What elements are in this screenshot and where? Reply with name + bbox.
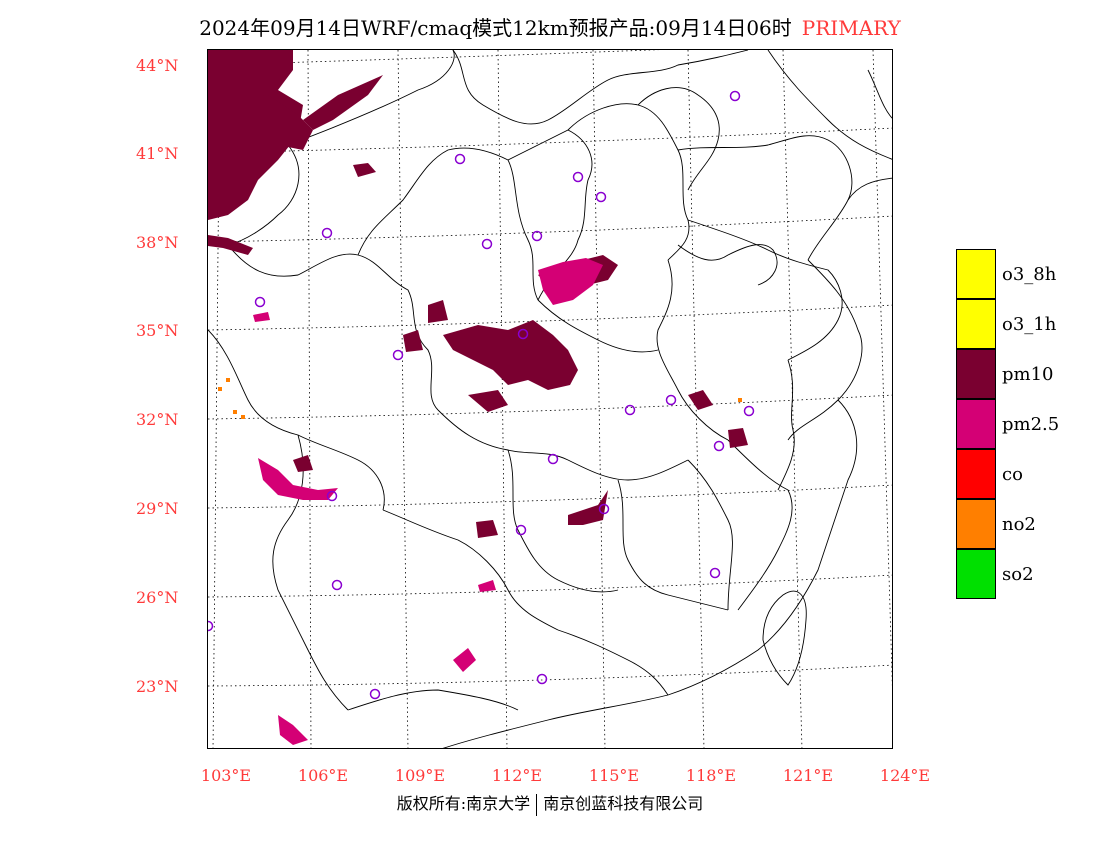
lon-label-124: 124°E — [879, 766, 931, 785]
legend-swatch-pm10 — [956, 349, 996, 399]
lat-label-38: 38°N — [136, 233, 179, 252]
lat-label-29: 29°N — [136, 499, 179, 518]
lat-label-32: 32°N — [136, 410, 179, 429]
station-markers — [208, 90, 755, 700]
legend-swatch-so2 — [956, 549, 996, 599]
legend-label-pm25: pm2.5 — [1002, 414, 1060, 435]
primary-tag: PRIMARY — [801, 16, 901, 40]
lon-label-103: 103°E — [200, 766, 252, 785]
legend-label-o3-8h: o3_8h — [1002, 264, 1057, 285]
legend-label-no2: no2 — [1002, 514, 1036, 535]
lon-label-121: 121°E — [782, 766, 834, 785]
legend-label-so2: so2 — [1002, 564, 1034, 585]
lon-label-115: 115°E — [588, 766, 640, 785]
lon-label-118: 118°E — [685, 766, 737, 785]
forecast-map — [207, 49, 893, 749]
legend-label-pm10: pm10 — [1002, 364, 1054, 385]
copyright-footer: 版权所有:南京大学 南京创蓝科技有限公司 — [0, 790, 1100, 816]
title-text: 2024年09月14日WRF/cmaq模式12km预报产品:09月14日06时 — [199, 16, 792, 40]
lon-label-112: 112°E — [491, 766, 543, 785]
legend-swatch-o3-8h — [956, 249, 996, 299]
legend-label-o3-1h: o3_1h — [1002, 314, 1057, 335]
graticule — [208, 50, 892, 748]
map-title: 2024年09月14日WRF/cmaq模式12km预报产品:09月14日06时 P… — [0, 12, 1100, 41]
copyright-right: 南京创蓝科技有限公司 — [543, 794, 704, 813]
lat-label-44: 44°N — [136, 56, 179, 75]
no2-areas — [218, 378, 742, 419]
pm10-areas — [208, 50, 748, 538]
pm25-areas — [253, 258, 603, 745]
lon-label-109: 109°E — [394, 766, 446, 785]
map-canvas — [208, 50, 892, 748]
lat-label-35: 35°N — [136, 321, 179, 340]
legend-swatch-o3-1h — [956, 299, 996, 349]
lat-label-26: 26°N — [136, 588, 179, 607]
lat-label-41: 41°N — [136, 144, 179, 163]
legend-swatch-pm25 — [956, 399, 996, 449]
legend-label-co: co — [1002, 464, 1023, 485]
legend — [956, 249, 1000, 599]
lat-label-23: 23°N — [136, 677, 179, 696]
legend-swatch-no2 — [956, 499, 996, 549]
legend-swatch-co — [956, 449, 996, 499]
copyright-left: 版权所有:南京大学 — [396, 794, 531, 813]
lon-label-106: 106°E — [297, 766, 349, 785]
borders — [208, 50, 892, 748]
footer-separator — [536, 793, 538, 816]
